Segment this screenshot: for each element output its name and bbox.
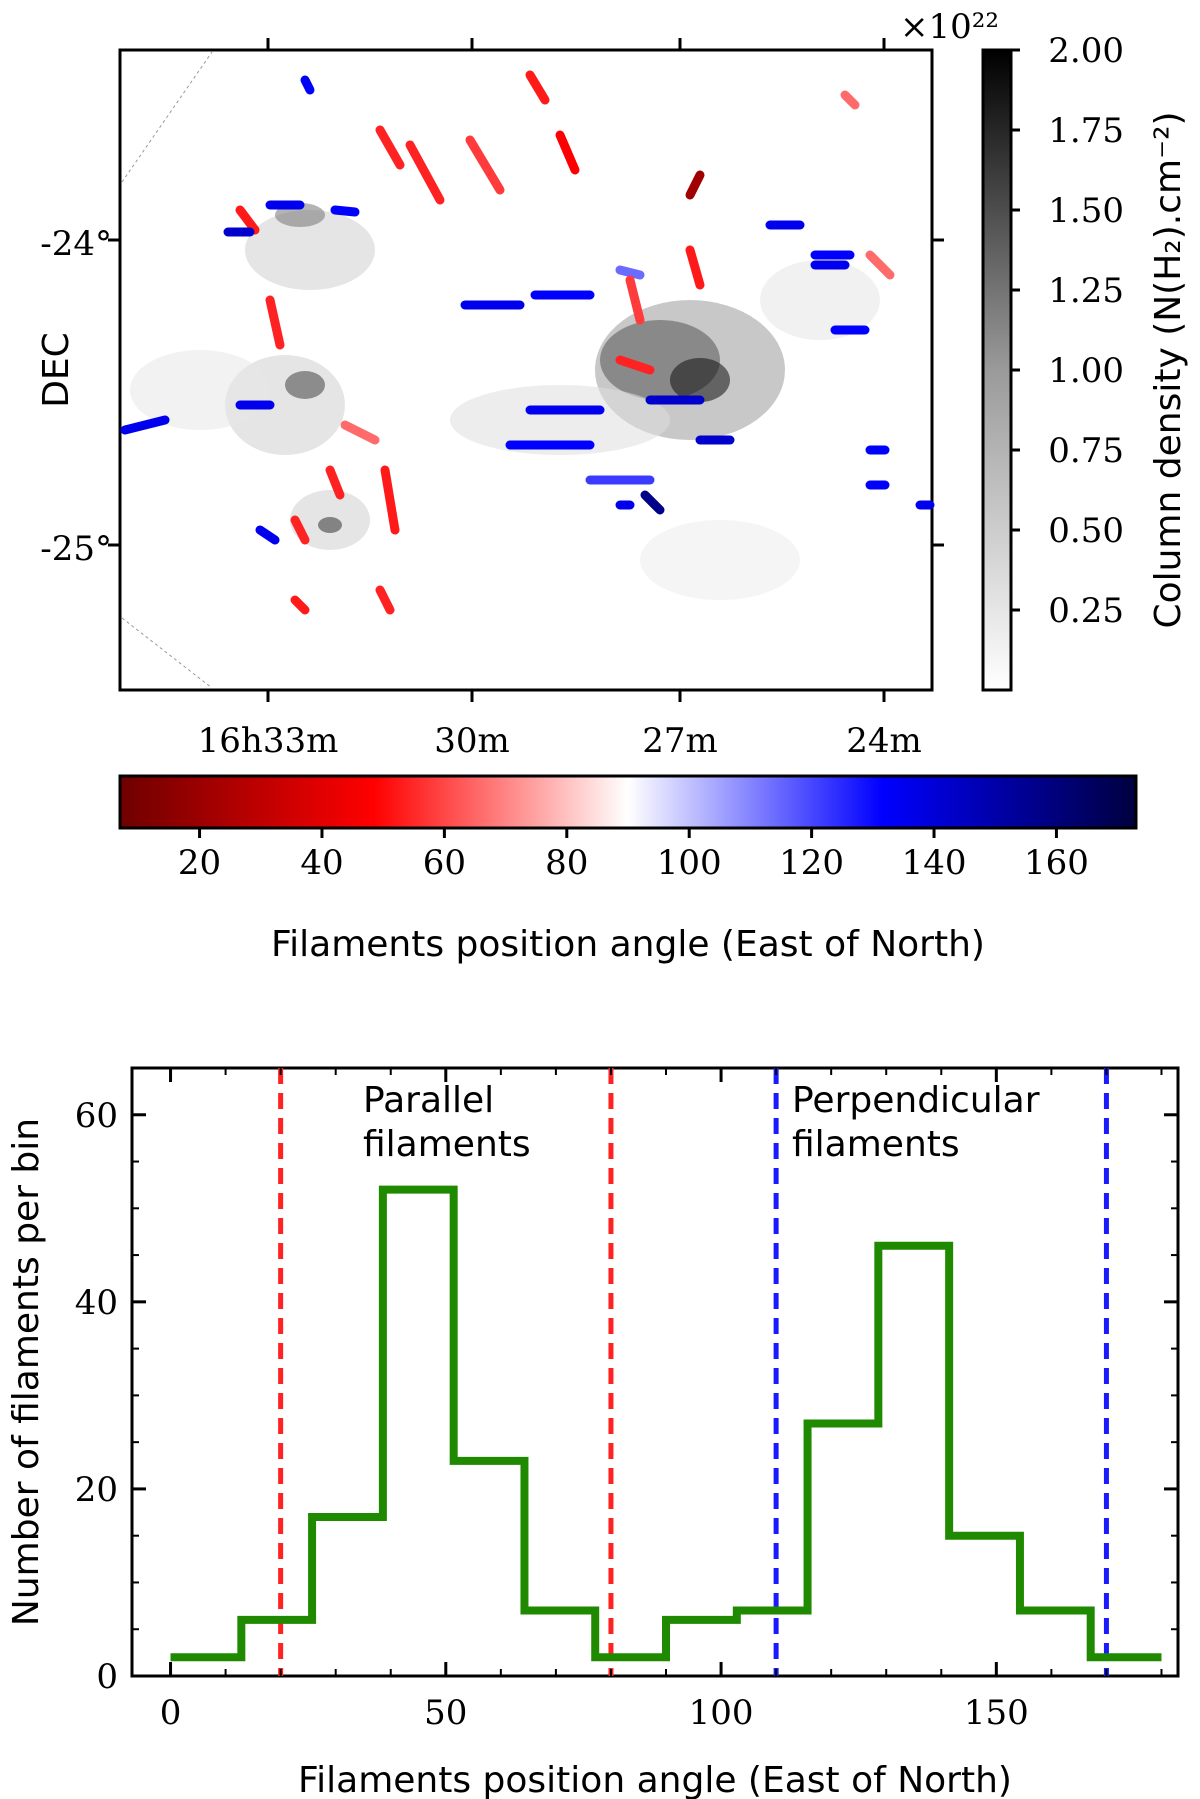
ra-tick-label: 16h33m (198, 721, 339, 761)
angle-colorbar-tick-label: 60 (423, 843, 466, 883)
angle-colorbar-bar (118, 774, 1138, 830)
angle-colorbar-tick-label: 120 (779, 843, 844, 883)
filament-segment (525, 70, 550, 105)
histogram-y-tick-label: 40 (75, 1283, 118, 1323)
angle-colorbar-label: Filaments position angle (East of North) (271, 924, 985, 965)
density-colorbar-tick-label: 2.00 (1048, 31, 1124, 71)
filament-segment (840, 90, 860, 110)
filament-segment (255, 525, 280, 545)
parallel-annotation-line2: filaments (363, 1124, 531, 1165)
angle-colorbar-tick-label: 80 (545, 843, 588, 883)
filament-segment (465, 135, 505, 195)
density-colorbar-tick-label: 0.50 (1048, 511, 1124, 551)
histogram-x-tick-label: 50 (424, 1693, 467, 1733)
filament-segment (865, 250, 895, 280)
map-content (120, 70, 935, 615)
density-colorbar: 0.25 0.50 0.75 1.00 1.25 1.50 1.75 2.00 ×10²² C… (900, 7, 1189, 692)
filament-segment (380, 465, 400, 535)
filament-segment (685, 170, 705, 200)
perpendicular-annotation-line2: filaments (792, 1124, 960, 1165)
histogram-y-tick-label: 60 (75, 1096, 118, 1136)
perpendicular-annotation-line1: Perpendicular (792, 1080, 1040, 1121)
density-colorbar-exponent: ×10²² (900, 7, 999, 47)
filament-segment (640, 490, 665, 515)
histogram-step-line (170, 1185, 1162, 1662)
filament-segment (235, 205, 260, 235)
histogram-y-tick-label: 0 (96, 1657, 118, 1697)
filament-segment (625, 275, 645, 325)
map-coverage-edge-bottom (121, 617, 213, 689)
density-colorbar-tick-label: 0.25 (1048, 591, 1124, 631)
angle-colorbar-ticks: 20 40 60 80 100 120 140 160 (178, 828, 1089, 883)
dec-tick-label: -25° (40, 529, 112, 569)
filament-segment (615, 355, 655, 375)
ra-tick-label: 27m (642, 721, 718, 761)
histogram-x-tick-label: 100 (689, 1693, 754, 1733)
filament-segment (375, 125, 405, 170)
ra-tick-label: 30m (434, 721, 510, 761)
density-colorbar-tick-label: 1.75 (1048, 111, 1124, 151)
dec-tick-label: -24° (40, 224, 112, 264)
filament-segment (405, 140, 445, 205)
cloud-region (760, 260, 880, 340)
cloud-region (285, 371, 325, 399)
map-panel: 16h33m 30m 27m 24m -24° -25° DEC (36, 38, 944, 761)
filament-segment (120, 415, 170, 435)
density-colorbar-tick-label: 1.25 (1048, 271, 1124, 311)
histogram-y-axis-label: Number of filaments per bin (6, 1118, 47, 1626)
angle-colorbar-tick-label: 160 (1024, 843, 1089, 883)
map-coverage-edge-top (121, 51, 213, 183)
dec-axis-label: DEC (36, 332, 77, 408)
histogram-ticks: 0 50 100 150 0 20 40 60 (75, 1068, 1178, 1733)
density-colorbar-label: Column density (N(H₂).cm⁻²) (1148, 111, 1189, 628)
histogram-x-tick-label: 150 (964, 1693, 1029, 1733)
angle-colorbar-tick-label: 100 (657, 843, 722, 883)
cloud-region (670, 358, 730, 402)
filament-segment (300, 75, 315, 95)
histogram-frame (130, 1066, 1180, 1678)
filament-segment (290, 595, 310, 615)
histogram-panel: 0 50 100 150 0 20 40 60 Parallel filaments Perp… (6, 1066, 1180, 1799)
map-ticks (108, 38, 944, 702)
cloud-region (640, 520, 800, 600)
density-colorbar-tick-label: 1.50 (1048, 191, 1124, 231)
filament-segment (340, 420, 380, 445)
filament-segment (325, 465, 345, 500)
parallel-annotation-line1: Parallel (363, 1080, 494, 1121)
angle-colorbar-tick-label: 140 (902, 843, 967, 883)
filament-segment (615, 265, 645, 280)
histogram-x-axis-label: Filaments position angle (East of North) (298, 1760, 1012, 1799)
angle-colorbar-tick-label: 20 (178, 843, 221, 883)
angle-colorbar-tick-label: 40 (300, 843, 343, 883)
cloud-region (245, 210, 375, 290)
density-colorbar-tick-label: 1.00 (1048, 351, 1124, 391)
density-colorbar-ticks: 0.25 0.50 0.75 1.00 1.25 1.50 1.75 2.00 (1011, 31, 1124, 631)
ra-tick-label: 24m (846, 721, 922, 761)
threshold-lines (278, 1068, 1109, 1676)
cloud-region (318, 517, 342, 533)
filament-segment (330, 205, 360, 217)
filament-segment (685, 245, 705, 290)
histogram-x-tick-label: 0 (160, 1693, 182, 1733)
cloud-region (450, 385, 670, 455)
cloud-region (130, 350, 270, 430)
density-colorbar-bar (981, 48, 1013, 692)
filament-segment (555, 130, 580, 175)
histogram-y-tick-label: 20 (75, 1470, 118, 1510)
filament-segment (265, 295, 285, 350)
density-colorbar-tick-label: 0.75 (1048, 431, 1124, 471)
angle-colorbar: 20 40 60 80 100 120 140 160 Filaments position … (118, 774, 1138, 965)
filament-segment (375, 585, 395, 615)
filament-segment (290, 515, 310, 545)
